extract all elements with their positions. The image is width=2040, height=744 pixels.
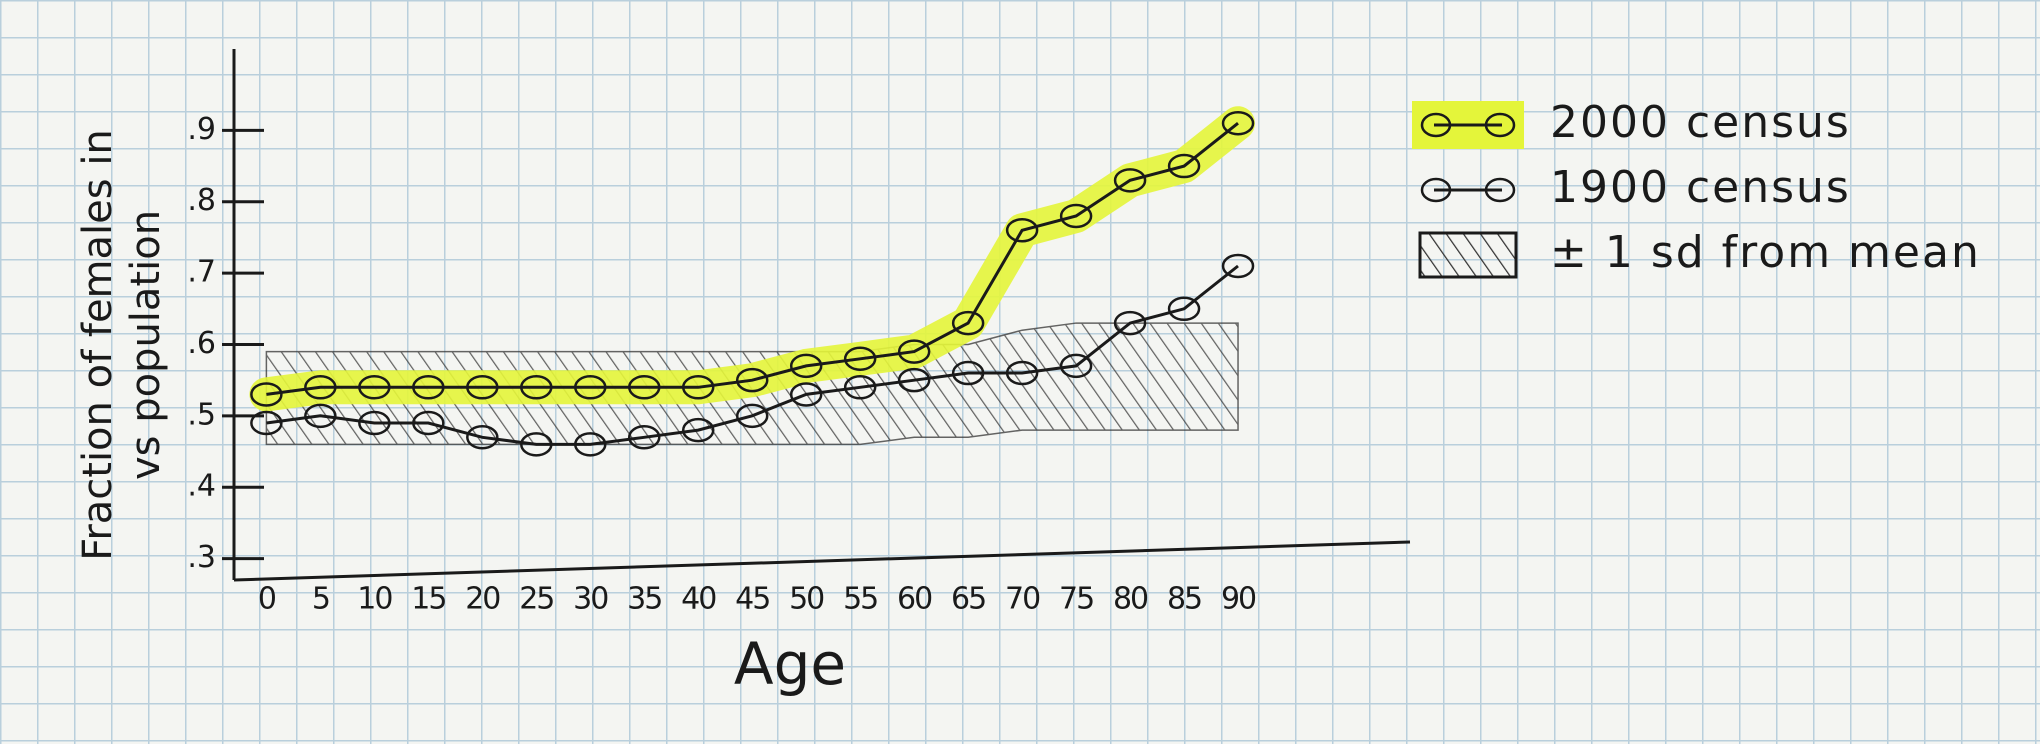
- data-point: [466, 375, 499, 400]
- x-tick-label: 45: [735, 582, 769, 617]
- y-tick-label: .9: [187, 112, 216, 147]
- data-point: [1059, 203, 1093, 229]
- data-point: [1113, 168, 1147, 193]
- series-line: [266, 264, 1239, 446]
- data-point: [520, 375, 553, 400]
- y-axis-label: vs population: [123, 210, 169, 480]
- x-tick-label: 50: [789, 582, 824, 617]
- x-tick-label: 40: [681, 582, 716, 617]
- y-tick-label: .5: [187, 397, 216, 432]
- data-point: [897, 367, 931, 393]
- data-point: [1059, 353, 1093, 379]
- data-point: [735, 403, 769, 429]
- data-point: [412, 375, 445, 400]
- data-point: [358, 410, 391, 436]
- data-point: [789, 353, 823, 379]
- x-tick-label: 85: [1167, 582, 1201, 617]
- data-point: [466, 425, 499, 450]
- data-point: [1005, 218, 1039, 243]
- x-tick-label: 70: [1005, 582, 1040, 617]
- data-point: [574, 432, 607, 457]
- x-tick-label: 30: [573, 582, 608, 617]
- y-tick-label: .7: [187, 255, 216, 290]
- data-point: [1113, 310, 1147, 336]
- legend-marker: [1484, 177, 1516, 203]
- x-tick-label: 35: [627, 582, 661, 617]
- data-point: [951, 310, 985, 336]
- data-point: [358, 375, 391, 400]
- x-tick-label: 25: [519, 582, 553, 617]
- x-axis-label: Age: [734, 630, 846, 698]
- data-point: [951, 360, 985, 386]
- x-axis: [233, 540, 1411, 582]
- data-point: [843, 375, 877, 400]
- data-point: [735, 367, 769, 393]
- x-tick-label: 65: [951, 582, 985, 617]
- data-point: [1221, 110, 1255, 136]
- series-line: [266, 122, 1239, 396]
- data-point: [304, 375, 337, 400]
- data-point: [843, 346, 877, 372]
- x-tick-label: 10: [357, 582, 392, 617]
- data-point: [897, 339, 931, 364]
- data-point: [681, 375, 715, 400]
- data-point: [1005, 360, 1039, 386]
- data-point: [574, 375, 607, 400]
- y-tick-label: .6: [187, 326, 216, 361]
- legend-swatch: [1418, 231, 1518, 279]
- y-tick-label: .8: [187, 183, 216, 218]
- legend-marker: [1484, 112, 1516, 138]
- legend-marker: [1420, 177, 1452, 203]
- x-tick-label: 90: [1221, 582, 1256, 617]
- x-tick-label: 75: [1059, 582, 1093, 617]
- y-tick-label: .3: [187, 540, 216, 575]
- legend-label: 1900 census: [1550, 162, 1851, 213]
- x-tick-label: 55: [843, 582, 877, 617]
- data-point: [1221, 253, 1255, 279]
- data-point: [1167, 153, 1201, 179]
- data-point: [1167, 296, 1201, 322]
- y-axis-label: Fraction of females in: [75, 129, 121, 561]
- data-point: [250, 382, 283, 407]
- data-point: [412, 410, 445, 436]
- y-tick-label: .4: [187, 469, 216, 504]
- x-tick-label: 15: [411, 582, 445, 617]
- data-point: [681, 417, 715, 443]
- data-point: [304, 403, 337, 429]
- data-point: [250, 410, 283, 436]
- x-tick-label: 5: [312, 582, 329, 617]
- data-point: [520, 432, 553, 457]
- x-tick-label: 0: [258, 582, 276, 617]
- x-tick-label: 20: [465, 582, 500, 617]
- x-tick-label: 80: [1113, 582, 1148, 617]
- legend-label: ± 1 sd from mean: [1550, 227, 1981, 278]
- x-tick-label: 60: [897, 582, 932, 617]
- data-point: [789, 382, 823, 407]
- data-point: [628, 425, 661, 450]
- legend-marker: [1420, 112, 1452, 138]
- data-point: [628, 375, 661, 400]
- legend-label: 2000 census: [1550, 97, 1851, 148]
